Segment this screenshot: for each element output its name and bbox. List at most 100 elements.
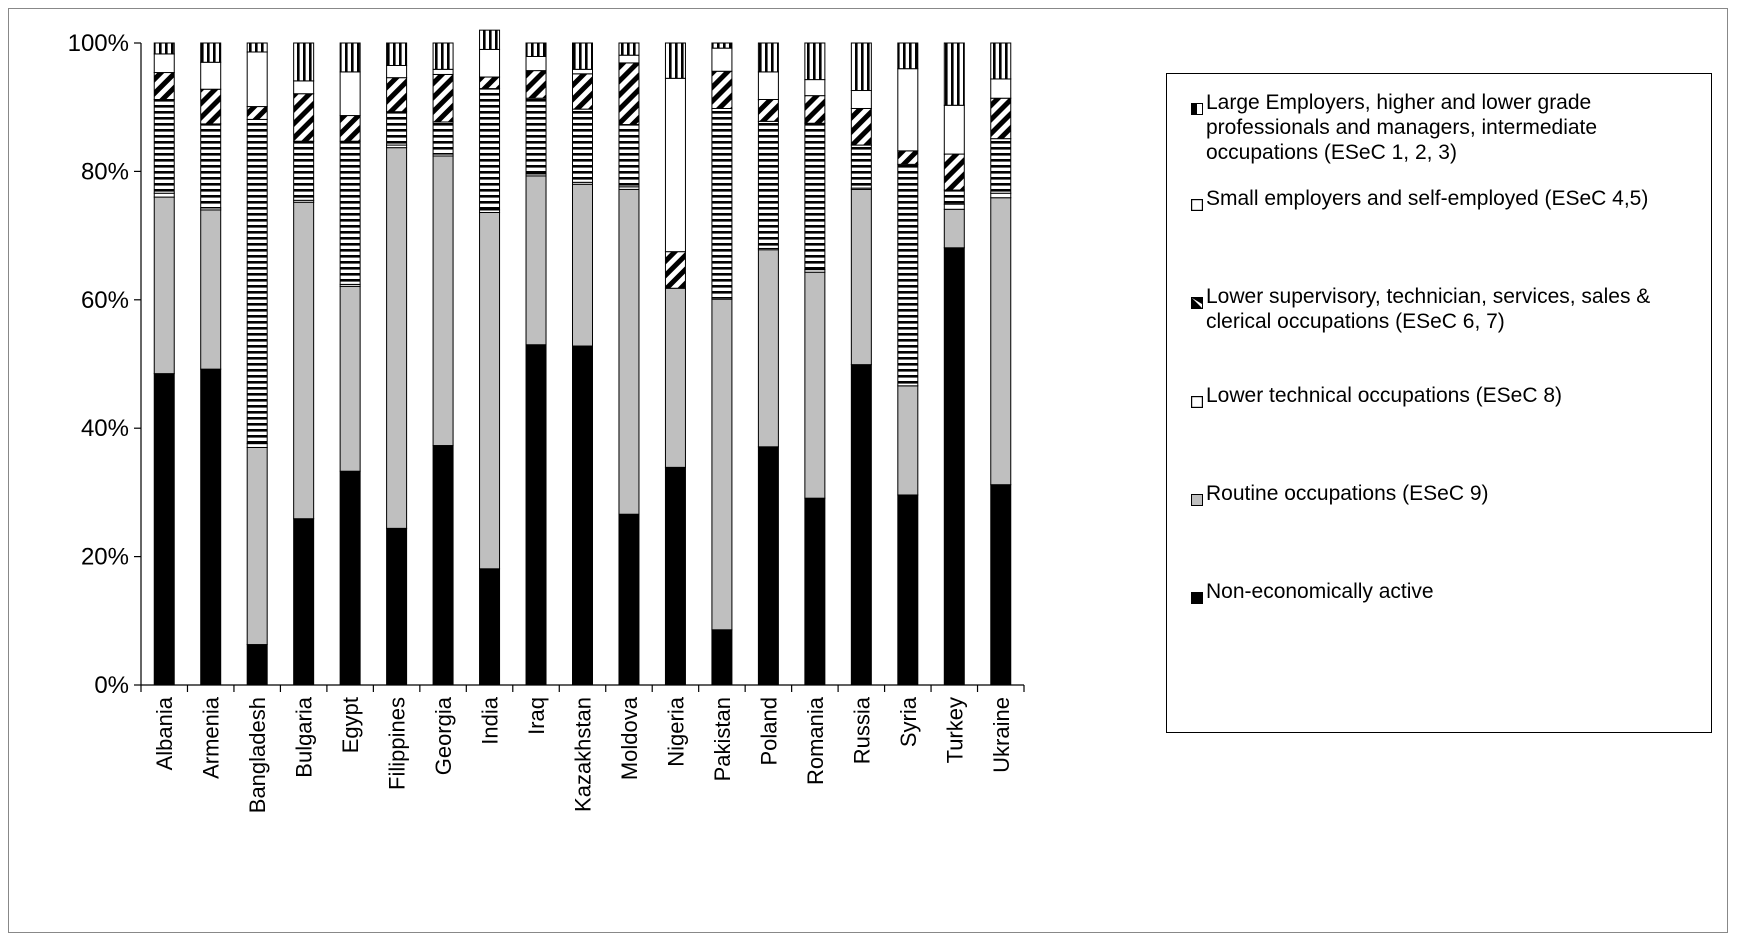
x-category-label: Albania	[152, 696, 177, 770]
bar-segment-turkey-3	[943, 189, 965, 205]
bar-segment-iraq-3	[525, 97, 547, 175]
bar-segment-bangladesh-0	[246, 644, 268, 686]
axis-labels: 0% 20% 40% 60% 80% 100% Albania Armenia Banglade…	[68, 30, 1014, 813]
bar-segment-russia-3	[850, 144, 872, 189]
legend-swatch-black	[1191, 585, 1203, 604]
bar-segment-bulgaria-4	[293, 93, 315, 142]
y-tick-label: 0%	[94, 672, 129, 699]
bar-segment-bulgaria-6	[293, 42, 315, 82]
bar-segment-bangladesh-1	[246, 446, 268, 646]
y-tick-label: 80%	[81, 158, 129, 185]
bar-segment-pakistan-1	[711, 298, 733, 631]
legend: Large Employers, higher and lower grade …	[1166, 73, 1712, 733]
x-category-label: Egypt	[338, 697, 363, 753]
legend-label: Small employers and self-employed (ESeC …	[1206, 187, 1649, 210]
bar-segment-filippines-5	[386, 64, 408, 79]
bar-segment-kazakhstan-4	[572, 73, 593, 110]
bar-segment-russia-5	[850, 90, 872, 109]
bar-segment-bulgaria-3	[293, 140, 315, 201]
legend-item-non-active: Non-economically active	[1191, 579, 1701, 604]
bar-segment-georgia-1	[432, 155, 454, 447]
bar-segment-ukraine-0	[990, 484, 1012, 686]
bar-segment-turkey-5	[943, 104, 965, 155]
bar-segment-albania-3	[153, 98, 175, 194]
bar-segment-romania-5	[804, 79, 826, 97]
bar-segment-romania-1	[804, 271, 826, 499]
x-category-label: Bangladesh	[245, 697, 270, 813]
legend-swatch-diagonal	[1191, 290, 1203, 309]
bar-segment-albania-1	[153, 196, 175, 375]
bar-segment-russia-4	[850, 107, 872, 146]
bar-segment-iraq-6	[525, 42, 547, 57]
bar-segment-filippines-6	[386, 42, 408, 66]
bar-segment-russia-1	[850, 188, 872, 366]
bar-segment-pakistan-3	[711, 107, 733, 299]
bar-segment-nigeria-4	[664, 251, 686, 289]
bar-segment-egypt-5	[339, 71, 361, 117]
x-category-label: Iraq	[524, 697, 549, 735]
x-category-label: Filippines	[385, 697, 410, 790]
x-category-label: Romania	[803, 696, 828, 785]
bar-segment-turkey-4	[943, 153, 965, 191]
bar-segment-ukraine-3	[990, 138, 1012, 194]
bar-segment-india-6	[479, 29, 501, 50]
legend-item-esec-6-7: Lower supervisory, technician, services,…	[1191, 284, 1701, 334]
bar-segment-nigeria-0	[664, 466, 686, 686]
bar-segment-moldova-1	[618, 188, 640, 515]
legend-swatch-white	[1190, 192, 1204, 212]
y-tick-label: 100%	[68, 30, 129, 57]
legend-swatch-gray	[1191, 487, 1203, 506]
bar-segment-bangladesh-5	[246, 51, 268, 108]
bar-segment-ukraine-6	[990, 42, 1012, 80]
legend-label: Non-economically active	[1206, 580, 1434, 603]
legend-item-esec-8: Lower technical occupations (ESeC 8)	[1190, 383, 1701, 409]
bar-segment-moldova-5	[618, 54, 640, 64]
bar-segment-egypt-6	[339, 42, 361, 73]
bar-segment-iraq-0	[525, 344, 547, 686]
axes	[134, 42, 1025, 692]
bar-segment-filippines-1	[386, 147, 408, 529]
bar-segment-kazakhstan-3	[572, 108, 593, 183]
bar-segment-poland-6	[757, 42, 779, 73]
bar-segment-albania-5	[153, 53, 175, 74]
x-category-label: Georgia	[431, 696, 456, 775]
chart-frame: 0% 20% 40% 60% 80% 100% Albania Armenia Banglade…	[8, 8, 1728, 933]
bar-segment-poland-0	[757, 446, 779, 686]
x-category-label: Russia	[849, 696, 874, 764]
bar-segment-romania-3	[804, 122, 826, 271]
bar-segment-armenia-1	[200, 209, 222, 370]
bar-segment-kazakhstan-0	[572, 345, 593, 686]
bar-segment-turkey-6	[943, 42, 965, 106]
bar-segment-nigeria-6	[664, 42, 686, 79]
bar-segment-turkey-0	[943, 247, 965, 686]
bar-segment-india-1	[479, 211, 501, 570]
y-tick-label: 60%	[81, 287, 129, 314]
legend-item-esec-1-2-3: Large Employers, higher and lower grade …	[1191, 90, 1701, 165]
bar-segment-pakistan-4	[711, 70, 733, 109]
bar-segment-bulgaria-5	[293, 80, 315, 95]
x-category-label: Armenia	[199, 696, 224, 779]
bar-segment-albania-4	[153, 72, 175, 100]
bar-segment-albania-0	[153, 373, 175, 686]
bar-segment-pakistan-6	[711, 42, 733, 49]
bar-segment-syria-3	[897, 163, 919, 387]
bar-segment-armenia-4	[200, 88, 222, 125]
bar-segment-bangladesh-3	[246, 118, 268, 445]
bar-segment-syria-5	[897, 68, 919, 152]
bar-segment-ukraine-4	[990, 97, 1012, 140]
x-category-label: Turkey	[942, 697, 967, 763]
legend-item-esec-9: Routine occupations (ESeC 9)	[1191, 481, 1701, 506]
bar-segment-egypt-4	[339, 115, 361, 142]
bar-segment-georgia-0	[432, 445, 454, 686]
x-category-label: India	[478, 696, 503, 744]
bar-segment-turkey-2	[943, 203, 965, 210]
bar-segment-poland-4	[757, 98, 779, 122]
bar-segment-kazakhstan-1	[572, 183, 593, 347]
bar-segment-india-4	[479, 76, 501, 90]
x-category-label: Kazakhstan	[571, 697, 596, 812]
bar-segment-iraq-5	[525, 55, 547, 72]
bar-segment-georgia-6	[432, 42, 454, 70]
bar-segment-moldova-6	[618, 42, 640, 56]
bar-segment-syria-4	[897, 150, 919, 165]
bar-segment-armenia-3	[200, 123, 222, 209]
